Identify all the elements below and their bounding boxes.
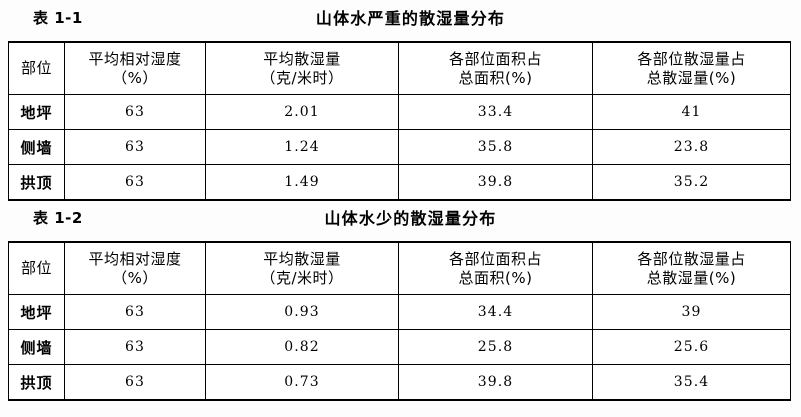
column-header-avg-moisture-dissipation: 平均散湿量 （克/米时） [205,41,399,95]
column-header-line1: 各部位面积占 [448,50,542,69]
cell-area-share: 35.8 [398,129,593,165]
column-header-line1: 各部位散湿量占 [637,50,746,69]
column-header-line1: 平均相对湿度 [88,250,182,269]
column-header-line1: 平均相对湿度 [88,50,182,69]
cell-avg-moisture-dissipation: 0.73 [205,364,399,401]
table-row: 地坪 63 2.01 33.4 41 [8,94,791,130]
table-header-row: 部位 平均相对湿度 （%） 平均散湿量 （克/米时） 各部位面积占 总面积(%) [8,41,791,95]
table-header: 部位 平均相对湿度 （%） 平均散湿量 （克/米时） 各部位面积占 总面积(%) [8,41,791,95]
table-caption-2: 表 1-2 山体水少的散湿量分布 [0,200,801,234]
cell-moisture-share: 41 [592,94,791,130]
table-row: 拱顶 63 0.73 39.8 35.4 [8,364,791,401]
cell-avg-moisture-dissipation: 0.82 [205,329,399,365]
column-header-line1: 部位 [20,259,52,278]
table-number-label: 表 1-1 [33,9,83,27]
column-header-line2: （克/米时） [260,268,344,287]
cell-part: 拱顶 [8,164,65,201]
cell-part: 地坪 [8,294,65,330]
column-header-line2: （克/米时） [260,68,344,87]
table-row: 拱顶 63 1.49 39.8 35.2 [8,164,791,201]
column-header-line2: （%） [112,68,158,87]
table-title: 山体水少的散湿量分布 [324,209,497,228]
cell-avg-moisture-dissipation: 2.01 [205,94,399,130]
column-header-area-share: 各部位面积占 总面积(%) [398,241,593,295]
cell-moisture-share: 35.2 [592,164,791,201]
table-number-label: 表 1-2 [33,209,83,227]
cell-part: 侧墙 [8,129,65,165]
cell-avg-moisture-dissipation: 1.24 [205,129,399,165]
table-caption-1: 表 1-1 山体水严重的散湿量分布 [0,0,801,34]
column-header-line2: 总散湿量(%) [646,268,737,287]
cell-avg-relative-humidity: 63 [64,94,206,130]
cell-area-share: 25.8 [398,329,593,365]
column-header-line2: 总散湿量(%) [646,68,737,87]
table-row: 地坪 63 0.93 34.4 39 [8,294,791,330]
cell-moisture-share: 35.4 [592,364,791,401]
column-header-moisture-share: 各部位散湿量占 总散湿量(%) [592,241,791,295]
cell-area-share: 34.4 [398,294,593,330]
column-header-area-share: 各部位面积占 总面积(%) [398,41,593,95]
column-header-part: 部位 [8,241,65,295]
column-header-line2: 总面积(%) [458,268,533,287]
cell-avg-relative-humidity: 63 [64,294,206,330]
column-header-moisture-share: 各部位散湿量占 总散湿量(%) [592,41,791,95]
cell-avg-moisture-dissipation: 0.93 [205,294,399,330]
column-header-line1: 各部位面积占 [448,250,542,269]
column-header-line2: 总面积(%) [458,68,533,87]
cell-part: 地坪 [8,94,65,130]
cell-moisture-share: 39 [592,294,791,330]
table-block-2: 表 1-2 山体水少的散湿量分布 部位 平均相对湿度 （%） [0,200,801,401]
table-body: 地坪 63 0.93 34.4 39 侧墙 63 0.82 25.8 25.6 … [8,294,791,401]
table-header-row: 部位 平均相对湿度 （%） 平均散湿量 （克/米时） 各部位面积占 总面积(%) [8,241,791,295]
cell-area-share: 39.8 [398,364,593,401]
cell-moisture-share: 25.6 [592,329,791,365]
humidity-distribution-table-1: 部位 平均相对湿度 （%） 平均散湿量 （克/米时） 各部位面积占 总面积(%) [8,41,791,201]
column-header-avg-moisture-dissipation: 平均散湿量 （克/米时） [205,241,399,295]
table-row: 侧墙 63 0.82 25.8 25.6 [8,329,791,365]
table-body: 地坪 63 2.01 33.4 41 侧墙 63 1.24 35.8 23.8 … [8,94,791,201]
table-title: 山体水严重的散湿量分布 [315,9,506,28]
humidity-distribution-table-2: 部位 平均相对湿度 （%） 平均散湿量 （克/米时） 各部位面积占 总面积(%) [8,241,791,401]
cell-part: 侧墙 [8,329,65,365]
column-header-line1: 平均散湿量 [263,250,341,269]
cell-area-share: 39.8 [398,164,593,201]
table-row: 侧墙 63 1.24 35.8 23.8 [8,129,791,165]
column-header-part: 部位 [8,41,65,95]
column-header-avg-relative-humidity: 平均相对湿度 （%） [64,241,206,295]
cell-avg-relative-humidity: 63 [64,329,206,365]
cell-avg-relative-humidity: 63 [64,164,206,201]
cell-avg-relative-humidity: 63 [64,364,206,401]
column-header-avg-relative-humidity: 平均相对湿度 （%） [64,41,206,95]
column-header-line2: （%） [112,268,158,287]
table-header: 部位 平均相对湿度 （%） 平均散湿量 （克/米时） 各部位面积占 总面积(%) [8,241,791,295]
cell-area-share: 33.4 [398,94,593,130]
column-header-line1: 各部位散湿量占 [637,250,746,269]
cell-avg-relative-humidity: 63 [64,129,206,165]
cell-moisture-share: 23.8 [592,129,791,165]
cell-avg-moisture-dissipation: 1.49 [205,164,399,201]
column-header-line1: 平均散湿量 [263,50,341,69]
table-block-1: 表 1-1 山体水严重的散湿量分布 部位 平均相对湿度 （%） [0,0,801,201]
column-header-line1: 部位 [20,59,52,78]
cell-part: 拱顶 [8,364,65,401]
